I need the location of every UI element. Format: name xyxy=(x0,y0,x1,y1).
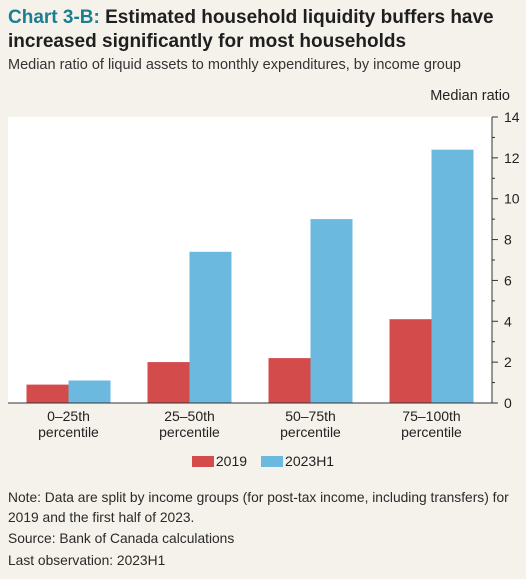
y-tick-label-10: 10 xyxy=(504,191,520,207)
legend-label-2023h1: 2023H1 xyxy=(285,453,335,469)
x-tick-label-3: 50–75th percentile xyxy=(280,408,341,440)
y-tick-label-6: 6 xyxy=(504,272,512,288)
y-tick-label-12: 12 xyxy=(504,150,520,166)
source-text: Source: Bank of Canada calculations xyxy=(8,531,235,546)
bar-2023h1-2 xyxy=(189,251,232,403)
bar-2019-1 xyxy=(26,384,69,403)
y-tick-label-2: 2 xyxy=(504,354,512,370)
footnotes: Note: Data are split by income groups (f… xyxy=(8,488,513,570)
x-axis: 0–25th percentile 25–50th percentile 50–75th… xyxy=(8,402,492,440)
last-observation-text: Last observation: 2023H1 xyxy=(8,552,166,568)
bar-2023h1-1 xyxy=(68,380,111,403)
bar-2019-4 xyxy=(389,319,432,403)
y-tick-label-4: 4 xyxy=(504,313,512,329)
bar-2019-3 xyxy=(268,358,311,403)
bar-2023h1-3 xyxy=(310,219,353,403)
legend-item-2019: 2019 xyxy=(191,453,248,469)
legend: 2019 2023H1 xyxy=(0,453,526,469)
x-tick-label-2: 25–50th percentile xyxy=(159,408,220,440)
x-tick-label-1: 0–25th percentile xyxy=(38,408,99,440)
bar-chart: 0 2 4 6 8 10 12 14 0–25th percentile 25–50th perce… xyxy=(8,109,520,440)
chart-title: Chart 3-B: Estimated household liquidity… xyxy=(8,6,518,54)
y-axis-label: Median ratio xyxy=(430,88,510,104)
y-tick-label-0: 0 xyxy=(504,395,512,411)
bar-2019-2 xyxy=(147,362,190,403)
legend-swatch-2019 xyxy=(191,455,214,467)
y-axis: 0 2 4 6 8 10 12 14 xyxy=(491,109,520,411)
x-tick-label-4: 75–100th percentile xyxy=(401,408,462,440)
bar-2023h1-4 xyxy=(431,149,474,403)
chart-number: Chart 3-B: xyxy=(8,7,100,28)
note-text: Note: Data are split by income groups (f… xyxy=(8,490,509,525)
bars-group xyxy=(26,149,474,403)
legend-swatch-2023h1 xyxy=(261,455,284,467)
chart-title-text: Estimated household liquidity buffers ha… xyxy=(8,7,494,52)
y-tick-label-14: 14 xyxy=(504,109,520,125)
y-tick-label-8: 8 xyxy=(504,232,512,248)
legend-item-2023h1: 2023H1 xyxy=(261,453,334,469)
legend-label-2019: 2019 xyxy=(215,453,248,469)
chart-subtitle: Median ratio of liquid assets to monthly… xyxy=(8,57,461,73)
